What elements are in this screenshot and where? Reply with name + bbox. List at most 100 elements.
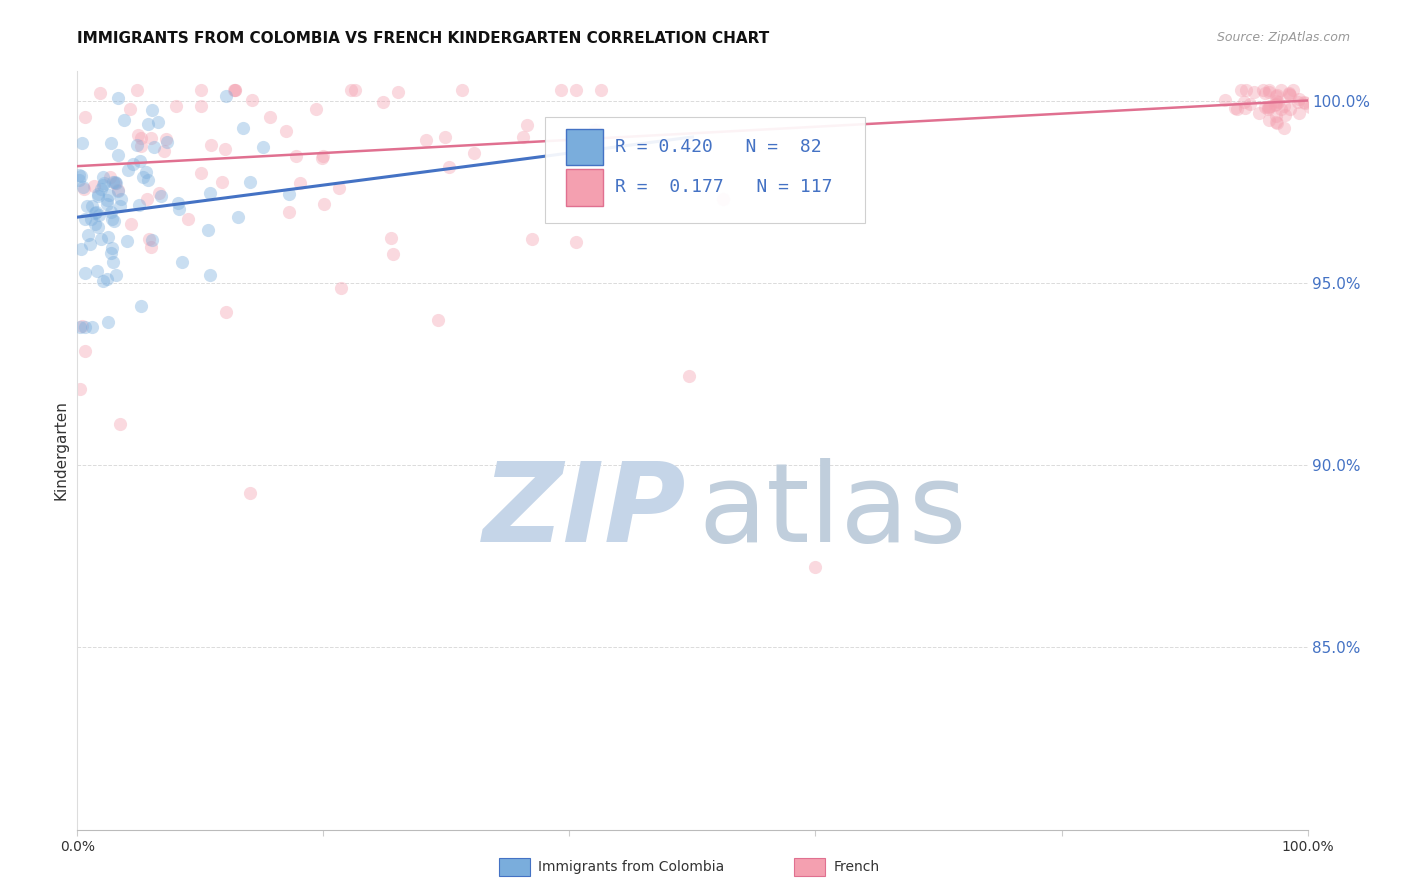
Bar (565, 129, 603, 165)
Point (1226, 102, 1249, 116)
Point (1277, 87, 1299, 102)
Text: atlas: atlas (699, 458, 967, 565)
Text: ZIP: ZIP (482, 458, 686, 565)
Point (138, 232, 160, 246)
Point (190, 82, 212, 96)
Point (148, 114, 170, 128)
Point (72, 179, 94, 194)
Point (110, 417, 132, 431)
Point (70, 242, 93, 256)
Point (381, 246, 404, 260)
Point (343, 82, 366, 96)
Text: R =  0.177   N = 117: R = 0.177 N = 117 (614, 178, 832, 196)
Point (1230, 82, 1253, 96)
Point (434, 129, 457, 144)
Point (1288, 92, 1310, 106)
Point (97, 230, 120, 244)
Point (70, 318, 93, 333)
Point (437, 161, 460, 175)
Point (190, 98, 212, 112)
Point (239, 175, 262, 189)
Point (103, 213, 125, 227)
Point (69, 319, 91, 334)
Point (1257, 112, 1279, 127)
Point (240, 93, 263, 107)
Point (1264, 97, 1286, 112)
Point (90, 231, 112, 245)
Point (143, 140, 166, 154)
Point (138, 117, 160, 131)
Point (1234, 101, 1257, 115)
Point (75, 266, 97, 280)
Point (512, 129, 534, 144)
Point (87, 189, 110, 203)
Point (1267, 116, 1289, 130)
Point (1288, 106, 1310, 120)
Point (120, 103, 142, 117)
Point (224, 83, 246, 97)
Point (312, 148, 335, 162)
Point (75, 319, 97, 334)
Point (167, 195, 190, 210)
Point (591, 82, 613, 96)
Point (1258, 82, 1281, 96)
Point (1265, 88, 1288, 103)
Text: R = 0.420   N =  82: R = 0.420 N = 82 (614, 138, 821, 156)
Point (90, 182, 112, 196)
Point (565, 82, 588, 96)
Point (1257, 100, 1279, 114)
Point (156, 135, 179, 149)
Point (84, 205, 107, 219)
Point (98, 188, 121, 202)
Point (135, 193, 157, 207)
Point (148, 186, 170, 200)
Point (169, 202, 191, 216)
Point (67, 169, 90, 183)
Point (150, 188, 173, 202)
Point (239, 486, 262, 500)
Point (165, 99, 187, 113)
Point (565, 235, 588, 249)
Point (1215, 93, 1237, 107)
Point (104, 268, 127, 283)
Point (155, 132, 177, 146)
Point (224, 82, 246, 96)
Point (82, 319, 104, 334)
Point (200, 137, 222, 152)
Point (450, 82, 472, 96)
Point (1265, 94, 1288, 108)
Point (312, 197, 335, 211)
Text: IMMIGRANTS FROM COLOMBIA VS FRENCH KINDERGARTEN CORRELATION CHART: IMMIGRANTS FROM COLOMBIA VS FRENCH KINDE… (77, 31, 769, 46)
Point (91, 169, 114, 184)
Point (104, 175, 127, 189)
Point (131, 139, 153, 153)
Point (1265, 89, 1288, 103)
Point (1270, 82, 1292, 96)
Point (259, 110, 281, 124)
Point (1265, 109, 1288, 123)
Point (1254, 100, 1277, 114)
Point (1243, 85, 1265, 99)
Point (100, 136, 122, 150)
Bar (794, 858, 825, 876)
Point (127, 128, 149, 142)
FancyBboxPatch shape (546, 117, 865, 223)
Point (70, 136, 93, 150)
Point (224, 82, 246, 96)
Point (1294, 95, 1316, 110)
Point (277, 205, 299, 219)
Point (1258, 100, 1281, 114)
Point (129, 299, 152, 313)
Point (290, 176, 312, 190)
Point (277, 186, 299, 201)
Point (329, 281, 352, 295)
Point (67, 173, 90, 187)
Point (1278, 86, 1301, 100)
Point (80, 199, 103, 213)
Point (112, 112, 135, 127)
Point (100, 241, 122, 255)
Point (108, 198, 131, 212)
Point (1257, 85, 1279, 99)
Bar (499, 858, 530, 876)
Point (69, 382, 91, 396)
